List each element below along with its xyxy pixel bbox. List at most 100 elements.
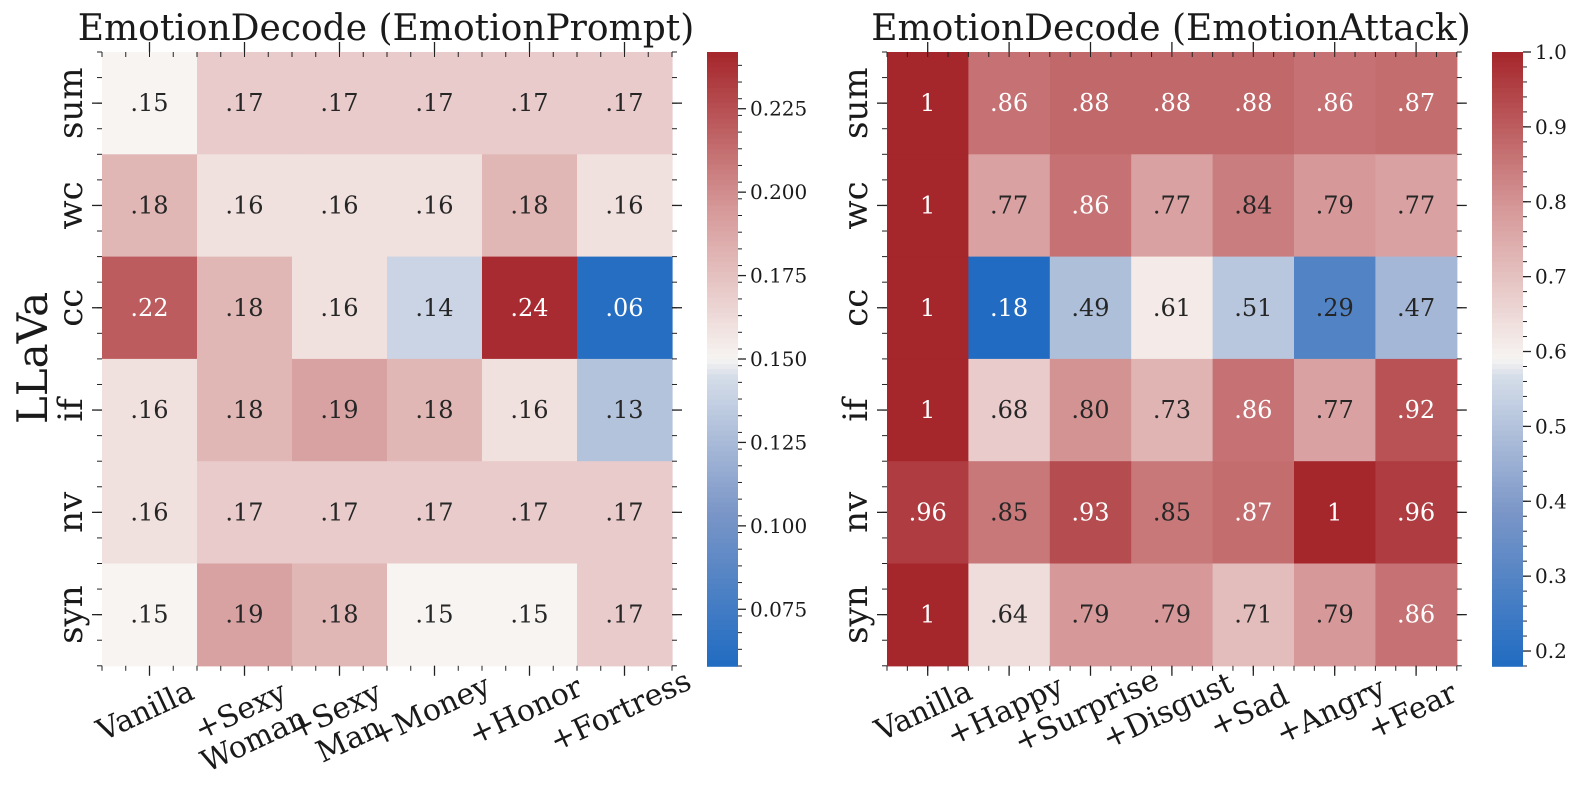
- colorbar-segment: [1492, 52, 1523, 58]
- cell-value-label: .79: [1153, 601, 1191, 629]
- colorbar-segment: [707, 415, 738, 422]
- colorbar-tick-label: 0.2: [1535, 639, 1567, 663]
- colorbar-segment: [707, 190, 738, 197]
- heatmap-cell: [387, 358, 483, 462]
- cell-value-label: .18: [415, 396, 453, 424]
- cell-value-label: .18: [510, 191, 548, 219]
- colorbar-segment: [707, 113, 738, 120]
- cell-value-label: .71: [1234, 601, 1272, 629]
- colorbar-segment: [1492, 389, 1523, 396]
- row-label: syn: [51, 585, 91, 644]
- colorbar-segment: [1492, 133, 1523, 140]
- colorbar-segment: [1492, 338, 1523, 345]
- cell-value-label: .77: [1153, 191, 1191, 219]
- colorbar-segment: [1492, 185, 1523, 191]
- colorbar-segment: [707, 512, 738, 519]
- heatmap-cell: [1212, 461, 1295, 565]
- colorbar-segment: [707, 359, 738, 365]
- colorbar-segment: [1492, 154, 1523, 161]
- colorbar-segment: [707, 246, 738, 253]
- heatmap-cell: [1131, 154, 1214, 258]
- cell-value-label: .80: [1071, 396, 1109, 424]
- heatmap-cell: [1375, 154, 1458, 258]
- colorbar-segment: [1492, 563, 1523, 570]
- colorbar-segment: [707, 594, 738, 601]
- colorbar-segment: [1492, 630, 1523, 637]
- cell-value-label: .61: [1153, 294, 1191, 322]
- colorbar-segment: [1492, 261, 1523, 268]
- colorbar-segment: [1492, 82, 1523, 89]
- colorbar-segment: [707, 138, 738, 145]
- colorbar-segment: [707, 635, 738, 642]
- colorbar-segment: [1492, 87, 1523, 94]
- colorbar-tick-label: 0.100: [750, 514, 807, 538]
- cell-value-label: 1: [920, 294, 935, 322]
- heatmap-cell: [887, 461, 969, 565]
- heatmap-cell: [1375, 563, 1458, 667]
- colorbar-segment: [1492, 277, 1523, 284]
- heatmap-cell: [102, 52, 198, 155]
- cell-value-label: .77: [1316, 396, 1354, 424]
- colorbar-segment: [1492, 604, 1523, 611]
- heatmap-cell: [1212, 52, 1295, 155]
- colorbar-segment: [1492, 517, 1523, 524]
- colorbar-segment: [707, 144, 738, 151]
- heatmap-cell: [387, 256, 483, 360]
- colorbar-segment: [1492, 640, 1523, 647]
- heatmap-cell: [1049, 256, 1132, 360]
- colorbar-segment: [1492, 307, 1523, 314]
- colorbar-segment: [1492, 128, 1523, 135]
- colorbar-segment: [707, 609, 738, 616]
- colorbar-segment: [1492, 174, 1523, 181]
- cell-value-label: 1: [920, 396, 935, 424]
- colorbar-segment: [707, 185, 738, 191]
- cell-value-label: .16: [320, 191, 358, 219]
- colorbar-segment: [1492, 589, 1523, 596]
- heatmap-cell: [577, 256, 673, 360]
- colorbar-segment: [707, 118, 738, 125]
- colorbar-segment: [707, 169, 738, 176]
- row-label: sum: [836, 67, 876, 139]
- colorbar-tick-label: 0.150: [750, 347, 807, 371]
- colorbar-segment: [707, 384, 738, 391]
- cell-value-label: 1: [920, 601, 935, 629]
- colorbar-segment: [707, 323, 738, 330]
- heatmap-cell: [1131, 52, 1214, 155]
- heatmap-cell: [1049, 461, 1132, 565]
- heatmap-cell: [387, 154, 483, 258]
- cell-value-label: .18: [225, 396, 263, 424]
- colorbar-segment: [1492, 481, 1523, 488]
- colorbar-segment: [707, 466, 738, 473]
- cell-value-label: .18: [320, 601, 358, 629]
- colorbar-segment: [1492, 486, 1523, 493]
- cell-value-label: .88: [1234, 89, 1272, 117]
- colorbar-segment: [707, 195, 738, 202]
- heatmap-cell: [292, 52, 388, 155]
- colorbar-segment: [707, 517, 738, 524]
- colorbar-segment: [1492, 614, 1523, 621]
- colorbar-segment: [1492, 246, 1523, 253]
- cell-value-label: .29: [1316, 294, 1354, 322]
- colorbar-segment: [707, 604, 738, 611]
- heatmap-cell: [102, 256, 198, 360]
- colorbar-segment: [1492, 445, 1523, 452]
- colorbar-segment: [707, 154, 738, 161]
- heatmap-cell: [1049, 563, 1132, 667]
- colorbar-segment: [1492, 374, 1523, 381]
- colorbar-segment: [707, 522, 738, 529]
- colorbar-segment: [1492, 384, 1523, 391]
- cell-value-label: .17: [510, 498, 548, 526]
- row-label: if: [836, 396, 876, 422]
- heatmap-cell: [292, 256, 388, 360]
- heatmap-cell: [1294, 256, 1376, 360]
- heatmap-cell: [968, 358, 1051, 462]
- colorbar-segment: [1492, 476, 1523, 483]
- colorbar-segment: [707, 307, 738, 314]
- colorbar-segment: [707, 200, 738, 207]
- cell-value-label: .22: [130, 294, 168, 322]
- chart-title: EmotionDecode (EmotionAttack): [871, 8, 1470, 49]
- colorbar-segment: [707, 103, 738, 110]
- colorbar-segment: [707, 272, 738, 278]
- colorbar-segment: [1492, 532, 1523, 539]
- cell-value-label: .92: [1397, 396, 1435, 424]
